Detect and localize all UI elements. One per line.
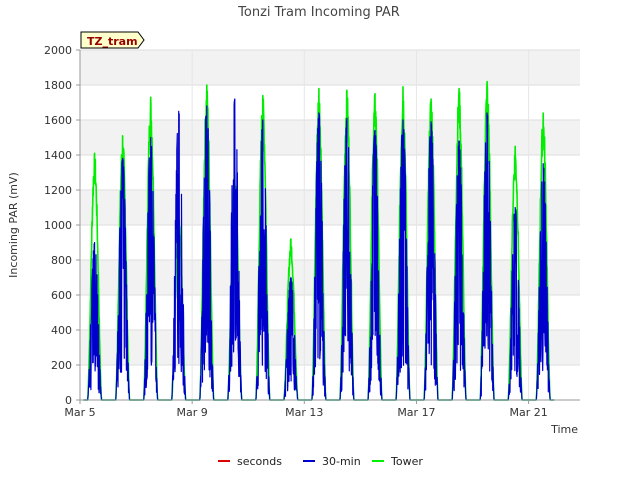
plot-area (83, 80, 555, 401)
grid-band (80, 50, 580, 85)
legend-label-seconds: seconds (237, 455, 282, 468)
y-tick-labels: 0 200 400 600 800 1000 1200 1400 1600 1800 2000 (44, 44, 72, 407)
x-tick-label: Mar 5 (64, 406, 95, 419)
background-bands (80, 50, 580, 365)
y-tick-label: 400 (51, 324, 72, 337)
grid-band (80, 120, 580, 155)
x-tick-label: Mar 13 (285, 406, 323, 419)
station-badge: TZ_tram (80, 31, 145, 49)
legend: seconds 30-min Tower (218, 455, 423, 468)
grid-band (80, 330, 580, 365)
x-tick-label: Mar 21 (509, 406, 547, 419)
chart-title: Tonzi Tram Incoming PAR (237, 5, 400, 20)
y-tick-label: 1000 (44, 219, 72, 232)
x-tick-label: Mar 9 (177, 406, 208, 419)
station-badge-label: TZ_tram (87, 35, 138, 48)
y-tick-label: 1400 (44, 149, 72, 162)
x-tick-label: Mar 17 (397, 406, 435, 419)
y-tick-label: 1600 (44, 114, 72, 127)
x-axis-label: Time (550, 423, 578, 436)
y-tick-label: 600 (51, 289, 72, 302)
axes (76, 49, 580, 404)
x-tick-labels: Mar 5 Mar 9 Mar 13 Mar 17 Mar 21 (64, 406, 547, 419)
y-axis-label: Incoming PAR (mV) (7, 172, 20, 278)
station-badge-box (80, 31, 145, 49)
grid-band (80, 260, 580, 295)
y-tick-label: 1200 (44, 184, 72, 197)
series-line-30-min (83, 98, 555, 401)
series-30-min-line (83, 98, 555, 401)
y-tick-label: 800 (51, 254, 72, 267)
y-tick-label: 0 (65, 394, 72, 407)
y-tick-label: 1800 (44, 79, 72, 92)
legend-label-tower: Tower (390, 455, 423, 468)
grid-band (80, 190, 580, 225)
y-tick-label: 200 (51, 359, 72, 372)
legend-label-30-min: 30-min (322, 455, 361, 468)
y-tick-label: 2000 (44, 44, 72, 57)
